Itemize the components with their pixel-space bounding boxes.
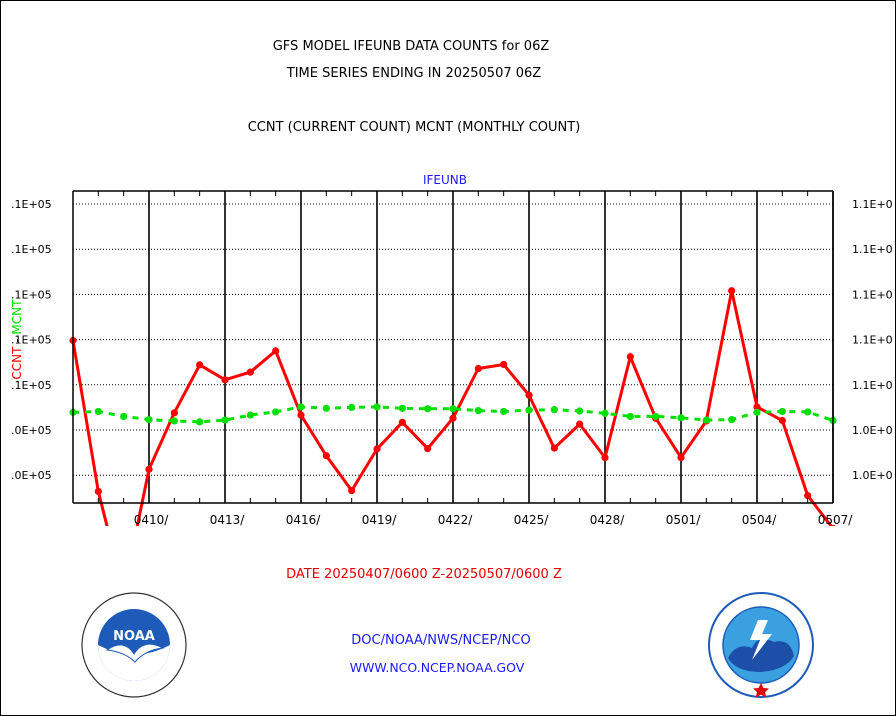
data-point-ccnt: [601, 453, 609, 462]
data-point-mcnt: [500, 407, 508, 416]
y-tick-label-right: 1.0E+0: [852, 469, 893, 482]
data-point-ccnt: [94, 487, 102, 496]
data-point-ccnt: [145, 465, 153, 473]
axes: [72, 190, 834, 504]
data-point-ccnt: [728, 287, 736, 295]
y-tick-label-right: 1.0E+0: [852, 424, 893, 437]
axis-labels: IFEUNB .1E+05 1.1E+0 .1E+05 1.1E+0 .1E+05 1.1E…: [10, 173, 893, 526]
data-point-mcnt: [170, 417, 178, 425]
y-tick-label-right: 1.1E+0: [852, 288, 893, 301]
data-point-mcnt: [804, 408, 812, 416]
data-point-mcnt: [398, 404, 406, 412]
data-point-ccnt: [550, 444, 558, 452]
x-tick-label: 0422/: [438, 513, 474, 526]
svg-text:NOAA: NOAA: [113, 629, 155, 644]
data-point-ccnt: [246, 368, 254, 376]
data-point-mcnt: [525, 406, 533, 414]
x-tick-label: 0425/: [514, 513, 550, 526]
footer-website: WWW.NCO.NCEP.NOAA.GOV: [349, 660, 525, 675]
data-point-mcnt: [145, 416, 153, 424]
x-tick-label: 0504/: [742, 513, 778, 526]
data-point-ccnt: [221, 376, 229, 384]
data-point-ccnt: [424, 444, 432, 453]
y-tick-label-left: .0E+05: [11, 424, 52, 437]
data-point-ccnt: [322, 452, 330, 460]
data-point-ccnt: [677, 453, 685, 462]
y-tick-label-left: .1E+05: [11, 334, 52, 347]
data-point-mcnt: [246, 411, 254, 419]
y-tick-label-left: .1E+05: [11, 288, 52, 301]
data-point-mcnt: [652, 412, 660, 421]
data-point-mcnt: [626, 412, 634, 421]
grid: [73, 191, 834, 503]
date-range-label: DATE 20250407/0600 Z-20250507/0600 Z: [286, 567, 562, 582]
data-point-ccnt: [753, 403, 761, 411]
x-tick-label: 0507/: [818, 513, 854, 526]
data-point-mcnt: [196, 418, 204, 426]
data-point-ccnt: [398, 418, 406, 426]
data-point-mcnt: [373, 403, 381, 411]
data-point-ccnt: [525, 391, 533, 399]
data-point-mcnt: [677, 414, 685, 422]
x-tick-label: 0501/: [666, 513, 702, 526]
line-chart: IFEUNB .1E+05 1.1E+0 .1E+05 1.1E+0 .1E+05 1.1E…: [10, 173, 893, 526]
y-tick-label-left: .1E+05: [11, 243, 52, 256]
y-tick-label-left: .1E+05: [11, 198, 52, 211]
data-point-ccnt: [804, 491, 812, 500]
chart-title-line1: GFS MODEL IFEUNB DATA COUNTS for 06Z: [272, 39, 550, 54]
data-point-ccnt: [196, 361, 204, 369]
y-tick-label-right: 1.1E+0: [852, 334, 893, 347]
data-point-ccnt: [830, 524, 836, 526]
data-point-mcnt: [702, 416, 710, 424]
data-point-ccnt: [449, 414, 457, 422]
y-tick-label-right: 1.1E+0: [852, 243, 893, 256]
data-point-mcnt: [424, 405, 432, 413]
data-point-ccnt: [373, 445, 381, 453]
chart-title-line2: TIME SERIES ENDING IN 20250507 06Z: [286, 66, 542, 81]
data-point-ccnt: [576, 420, 584, 428]
y-tick-label-right: 1.1E+0: [852, 198, 893, 211]
panel-title: IFEUNB: [423, 173, 467, 187]
data-point-ccnt: [170, 409, 178, 417]
data-point-mcnt: [297, 403, 305, 411]
data-point-ccnt: [500, 360, 508, 369]
data-point-ccnt: [626, 353, 634, 361]
data-point-mcnt: [272, 408, 280, 416]
y-tick-label-left: .0E+05: [11, 469, 52, 482]
data-point-mcnt: [94, 407, 102, 416]
footer-org-path: DOC/NOAA/NWS/NCEP/NCO: [351, 633, 531, 648]
x-tick-label: 0428/: [590, 513, 626, 526]
y-axis-label: CCNT - MCNT: [10, 299, 24, 380]
data-point-mcnt: [120, 412, 128, 421]
x-tick-label: 0419/: [362, 513, 398, 526]
data-point-ccnt: [297, 411, 305, 419]
y-tick-label-right: 1.1E+0: [852, 379, 893, 392]
data-point-mcnt: [474, 406, 482, 415]
data-point-mcnt: [550, 406, 558, 414]
data-point-ccnt: [272, 347, 280, 355]
data-point-ccnt: [348, 486, 356, 495]
chart-subtitle: CCNT (CURRENT COUNT) MCNT (MONTHLY COUNT…: [247, 120, 581, 135]
data-point-ccnt: [778, 416, 786, 425]
data-point-mcnt: [601, 409, 609, 417]
nws-logo-icon: [708, 592, 814, 698]
x-tick-label: 0416/: [286, 513, 322, 526]
series-group: [69, 287, 837, 526]
noaa-logo-icon: NOAA: [81, 592, 187, 698]
data-point-mcnt: [728, 416, 736, 424]
data-point-mcnt: [322, 404, 330, 412]
data-point-mcnt: [348, 403, 356, 411]
data-point-ccnt: [474, 364, 482, 373]
data-point-mcnt: [449, 405, 457, 413]
data-point-mcnt: [576, 407, 584, 415]
x-tick-label: 0413/: [210, 513, 246, 526]
data-point-mcnt: [778, 407, 786, 416]
data-point-mcnt: [221, 416, 229, 424]
data-point-mcnt: [753, 408, 761, 416]
x-tick-label: 0410/: [134, 513, 170, 526]
y-tick-label-left: .1E+05: [11, 379, 52, 392]
